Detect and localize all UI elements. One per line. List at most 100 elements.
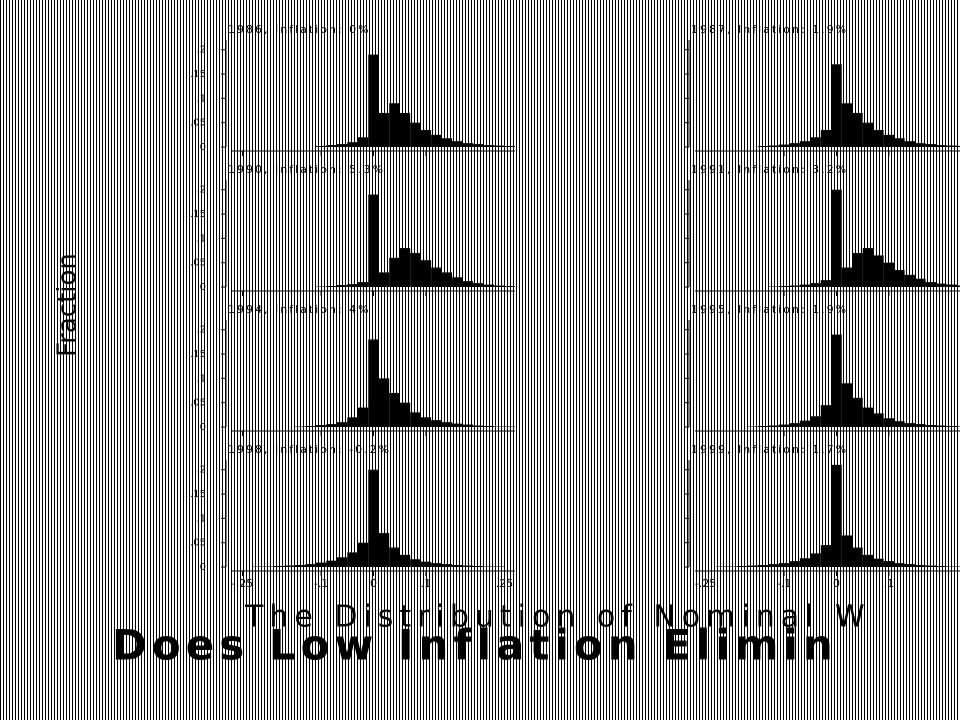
histogram-bar [483, 145, 495, 147]
y-tick-label: .1 [196, 373, 206, 384]
histogram-bar [757, 146, 769, 147]
histogram-bar [883, 561, 895, 567]
histogram-bar [389, 547, 400, 567]
histogram-bar [841, 267, 853, 287]
histogram-bar [894, 563, 905, 567]
histogram-bar [957, 146, 960, 147]
x-tick-label: 0 [833, 577, 840, 590]
histogram-bar [799, 420, 811, 427]
histogram-bar [452, 277, 463, 287]
histogram-bar [462, 143, 474, 147]
panel-title: 1999, Inflation: 1.7% [691, 443, 848, 456]
histogram-bar [936, 425, 947, 427]
panel-title: 1998, Inflation: -0.2% [228, 443, 391, 456]
histogram-bar [883, 134, 895, 147]
histogram-bar [452, 565, 463, 567]
histogram-bar [462, 565, 474, 567]
histogram-bar [368, 194, 379, 287]
y-tick-label: .1 [196, 93, 206, 104]
histogram-bar [389, 103, 400, 147]
histogram-bar [799, 284, 811, 287]
histogram-bar [305, 564, 316, 567]
histogram-bar [410, 252, 421, 287]
histogram-bar [473, 144, 484, 147]
histogram-bar [925, 565, 937, 567]
histogram-bar [873, 255, 884, 287]
histogram-bar [862, 248, 874, 287]
histogram-bar [904, 274, 916, 287]
y-tick-label: .2 [196, 325, 206, 336]
histogram-bar [452, 141, 463, 147]
histogram-bar [462, 424, 474, 427]
histogram-bar [841, 103, 853, 147]
histogram-bar [852, 397, 863, 427]
histogram-bar [462, 281, 474, 287]
histogram-bar [441, 138, 453, 147]
histogram-bar [915, 565, 926, 567]
histogram-bar [399, 554, 411, 567]
histogram-bar [431, 267, 442, 287]
histogram-bar [368, 54, 379, 147]
histogram-bar [915, 143, 926, 147]
histogram-bar [483, 284, 495, 287]
x-tick-label: 0 [370, 577, 377, 590]
histogram-bar [862, 554, 874, 567]
histogram-bar [347, 284, 358, 287]
histogram-bar [852, 112, 863, 147]
histogram-bar [915, 278, 926, 287]
histogram-bar [778, 424, 790, 427]
histogram-bar [336, 285, 348, 287]
histogram-bar [915, 424, 926, 427]
histogram-bar [441, 422, 453, 427]
histogram-bar [399, 402, 411, 427]
histogram-bar [894, 269, 905, 287]
histogram-bar [925, 144, 937, 147]
histogram-bar [336, 557, 348, 567]
histogram-bar [904, 141, 916, 147]
histogram-bar [778, 563, 790, 567]
histogram-bar [789, 561, 800, 567]
histogram-bar [831, 189, 842, 287]
histogram-bar [789, 143, 800, 147]
histogram-bar [820, 405, 832, 427]
histogram-bar [852, 252, 863, 287]
x-tick-label: .25 [496, 577, 514, 590]
panel-title: 1995, Inflation: 1.9% [691, 303, 848, 316]
chart-title: The Distribution of Nominal W [244, 600, 871, 635]
histogram-bar [294, 565, 306, 567]
chart-subtitle: Does Low Inflation Elimin [112, 621, 838, 670]
histogram-bar [378, 532, 390, 567]
histogram-bar [452, 423, 463, 427]
histogram-bar [504, 146, 515, 147]
y-tick-label: .05 [190, 118, 206, 129]
histogram-bar [315, 425, 327, 427]
y-tick-label: .2 [196, 45, 206, 56]
histogram-bar [883, 418, 895, 427]
histogram-bar [904, 564, 916, 567]
histogram-bar [431, 420, 442, 427]
panel-title: 1987, Inflation: 1.9% [691, 23, 848, 36]
x-tick-label: -.1 [777, 577, 791, 590]
x-tick-label: -.25 [695, 577, 716, 590]
histogram-bar [326, 145, 337, 147]
histogram-bar [873, 129, 884, 147]
histogram-bar [389, 257, 400, 287]
histogram-bar [936, 145, 947, 147]
histogram-bar [357, 407, 369, 427]
y-tick-label: 0 [200, 422, 206, 433]
histogram-bar [936, 283, 947, 287]
histogram-bar [799, 558, 811, 567]
histogram-bar [389, 392, 400, 427]
histogram-bar [831, 334, 842, 427]
histogram-bar [410, 122, 421, 147]
histogram-bar [378, 378, 390, 427]
histogram-bar [357, 282, 369, 287]
histogram-bar [326, 286, 337, 287]
histogram-bar [904, 423, 916, 427]
y-tick-label: .05 [190, 538, 206, 549]
histogram-bar [420, 260, 432, 287]
histogram-bar [273, 566, 285, 567]
histogram-bar [473, 425, 484, 427]
histogram-bar [736, 566, 748, 567]
